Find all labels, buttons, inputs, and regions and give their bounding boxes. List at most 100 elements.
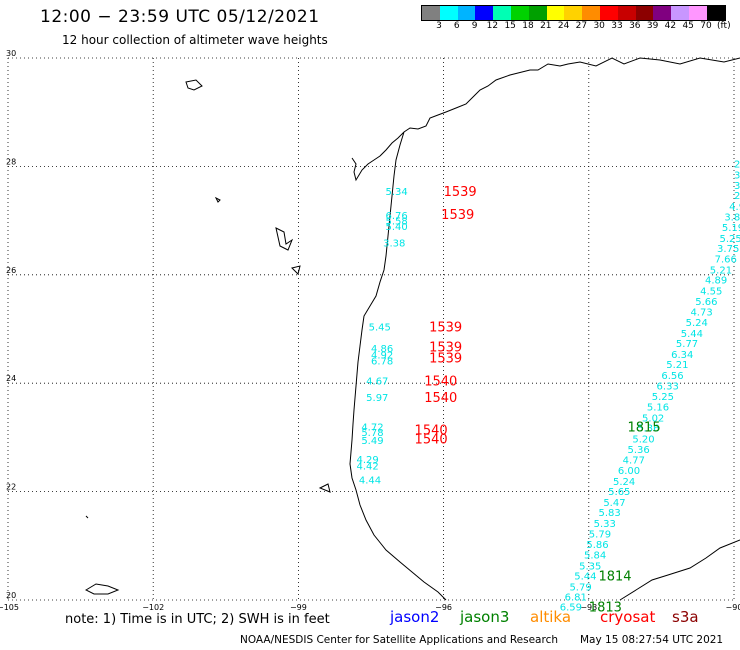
x-tick-label: −102 [142,603,164,612]
map-grid: −105 −102 −99 −96 −93 −90 30 28 26 24 22 20 [0,49,740,612]
map-title: 12:00 − 23:59 UTC 05/12/2021 [40,7,320,27]
swh-label: 2.45 [734,160,740,171]
time-label: 1539 [429,340,462,355]
color-tick-label: 39 [646,21,659,31]
island-4 [85,515,89,519]
color-tick-label: 18 [522,21,534,31]
swh-label: 6.56 [661,371,683,382]
swh-label: 4.94 [729,202,740,213]
swh-label: 5.24 [613,477,635,488]
swh-label: 5.49 [361,436,383,447]
swh-label: 5.19 [722,223,740,234]
swh-label: 5.47 [603,498,625,509]
swh-label: 2.52 [734,191,740,202]
color-swatch [564,6,583,20]
color-tick-label: 70 [700,21,712,31]
swh-label: 5.21 [710,265,732,276]
swh-label: 6.81 [565,593,587,604]
swh-label: 4.55 [700,287,722,298]
coastline [84,57,740,601]
island-3 [214,196,221,203]
color-swatch [653,6,672,20]
swh-label: 6.78 [371,356,393,367]
swh-label: 5.44 [574,572,596,583]
swh-label: 4.86 [371,344,393,355]
swh-label: 3.38 [383,238,405,249]
time-label: 1539 [441,208,474,223]
time-label: 1813 [589,601,622,616]
color-tick-label: 42 [664,21,677,31]
swh-label: 5.79 [569,582,591,593]
color-swatch [635,6,654,20]
swh-label: 5.58 [386,217,408,228]
swh-label: 5.45 [369,322,391,333]
swh-label: 4.77 [623,456,645,467]
color-tick-label: 33 [611,21,623,31]
texas-mexico-coastline [349,57,740,601]
swh-label: 6.33 [657,381,679,392]
color-tick-label: 36 [629,21,641,31]
swh-label: 5.02 [642,413,664,424]
swh-label: 6.34 [671,350,693,361]
swh-label: 5.78 [361,428,383,439]
color-swatch [599,6,618,20]
swh-label: 5.35 [579,561,601,572]
swh-label: 5.20 [632,434,654,445]
swh-label: 4.29 [356,455,378,466]
swh-label: 4.42 [356,462,378,473]
swh-label: 4.67 [366,376,388,387]
color-tick-label: 15 [504,21,516,31]
legend-jason2: jason2 [390,608,440,626]
swh-label: 4.92 [371,350,393,361]
lake-3 [291,265,301,275]
x-tick-label: −93 [580,603,597,612]
legend-s3a: s3a [672,608,699,626]
legend-cryosat: cryosat [600,608,656,626]
swh-label: 3.83 [724,212,740,223]
color-tick-label: 21 [540,21,552,31]
color-swatch [688,6,707,20]
x-tick-label: −99 [290,603,307,612]
swh-label: 5.83 [598,508,620,519]
lake-2 [275,227,294,251]
color-swatch [422,6,440,20]
swh-label: 5.21 [666,360,688,371]
swh-label: 5.33 [594,519,616,530]
swh-label: 6.76 [386,211,408,222]
color-scale-bar [421,5,726,21]
swh-label: 5.25 [719,234,740,245]
swh-label: 7.66 [715,255,737,266]
time-label: 1539 [429,352,462,367]
y-tick-label: 22 [6,483,16,492]
color-tick-label: 45 [682,21,694,31]
swh-label: 5.34 [386,187,408,198]
swh-label: 5.77 [676,339,698,350]
y-tick-label: 28 [6,157,16,166]
time-label: 1540 [415,432,448,447]
swh-label: 4.72 [361,423,383,434]
x-tick-label: −90 [726,603,740,612]
swh-label: 3.04 [734,171,740,182]
color-tick-label: 6 [453,21,460,31]
time-label: 1539 [444,185,477,200]
swh-label: 5.36 [628,445,650,456]
color-tick-label: 9 [471,21,478,31]
time-label: 1540 [424,391,457,406]
color-tick-label: 24 [557,21,570,31]
color-swatch [439,6,458,20]
swh-label: 5.16 [647,403,669,414]
color-swatch [493,6,511,20]
swh-label: 4.89 [705,276,727,287]
y-tick-label: 26 [6,266,16,275]
legend-altika: altika [530,608,572,626]
legend-jason3: jason3 [460,608,510,626]
map-subtitle: 12 hour collection of altimeter wave hei… [62,33,328,47]
swh-label: 5.66 [695,297,717,308]
y-tick-label: 24 [6,374,16,383]
swh-label: 5.84 [584,550,606,561]
swh-label: 5.86 [586,540,608,551]
color-swatch [546,6,565,20]
x-tick-label: −105 [0,603,19,612]
map-labels: 5.34 6.765.585.40 3.38 5.45 4.864.926.78 4.67… [356,160,740,616]
color-tick-label: 12 [486,21,499,31]
